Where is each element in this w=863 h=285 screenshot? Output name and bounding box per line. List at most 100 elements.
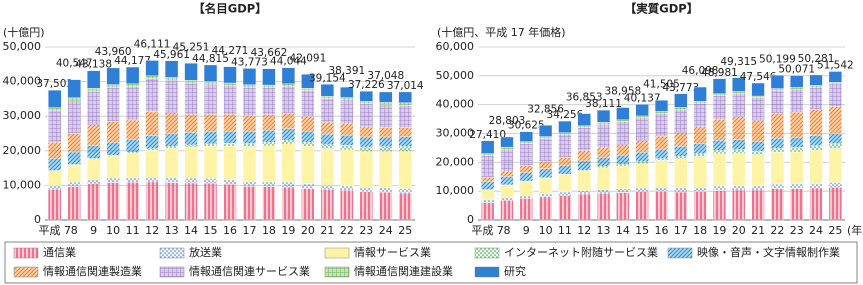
bar-segment xyxy=(597,109,611,123)
bar-segment xyxy=(320,134,334,145)
bar-segment xyxy=(242,84,257,88)
bar-segment xyxy=(770,90,784,114)
bar-segment xyxy=(223,130,237,144)
bar-segment xyxy=(126,119,140,140)
bar-segment xyxy=(106,155,120,179)
total-label: 45,961 xyxy=(153,49,190,61)
bar-segment xyxy=(519,198,533,221)
bar-segment xyxy=(87,183,101,221)
bar-segment xyxy=(203,178,218,184)
total-label: 27,410 xyxy=(469,129,506,141)
bar-segment xyxy=(654,186,669,192)
bar-segment xyxy=(809,135,823,146)
bar-segment xyxy=(770,113,784,139)
bar-segment xyxy=(809,85,823,88)
bar-segment xyxy=(693,86,707,102)
x-tick-label: 11 xyxy=(558,224,572,237)
bar-segment xyxy=(635,140,649,153)
bar-segment xyxy=(693,153,707,157)
bar-segment xyxy=(770,137,784,149)
total-label: 34,256 xyxy=(547,109,584,121)
bar-segment xyxy=(500,148,514,172)
bar-segment xyxy=(67,133,81,153)
bar-segment xyxy=(184,182,198,221)
bar-segment xyxy=(732,116,746,140)
bar-segment xyxy=(126,83,140,87)
total-label: 38,391 xyxy=(328,65,365,77)
bar-segment xyxy=(500,170,514,177)
bar-segment xyxy=(654,158,669,161)
total-label: 43,138 xyxy=(75,59,112,71)
y-tick-label: 0 xyxy=(467,213,474,226)
bar-segment xyxy=(654,111,669,114)
bar-segment xyxy=(712,139,726,151)
bar-segment xyxy=(693,156,707,188)
bar-segment xyxy=(126,86,140,121)
bar-segment xyxy=(398,127,412,137)
bar-segment xyxy=(165,177,179,183)
bar-segment xyxy=(654,100,669,112)
bar-segment xyxy=(790,87,804,90)
bar-segment xyxy=(654,191,669,221)
bar-segment xyxy=(359,91,373,102)
bar-segment xyxy=(242,131,257,144)
bar-segment xyxy=(242,68,257,85)
legend-label: インターネット附随サービス業 xyxy=(504,245,658,259)
bar-segment xyxy=(539,138,553,162)
total-label: 39,154 xyxy=(309,73,346,85)
bar-segment xyxy=(577,127,591,151)
total-label: 37,014 xyxy=(387,80,424,92)
bar-segment xyxy=(597,156,611,167)
bar-segment xyxy=(558,165,572,175)
total-label: 45,251 xyxy=(173,41,210,53)
bar-segment xyxy=(732,149,746,154)
bar-segment xyxy=(674,191,688,221)
bar-segment xyxy=(790,112,804,138)
bar-segment xyxy=(693,191,707,221)
bar-segment: 情報通信関連サービス業 xyxy=(481,155,495,178)
bar-segment xyxy=(48,170,62,186)
total-label: 44,271 xyxy=(212,45,249,57)
bar-segment xyxy=(379,102,393,105)
chart-title: 【実質GDP】 xyxy=(625,2,698,16)
bar-segment xyxy=(635,104,649,117)
bar-segment xyxy=(223,145,237,180)
total-label: 42,091 xyxy=(290,52,327,64)
bar-segment xyxy=(539,196,553,221)
bar-segment xyxy=(674,158,688,188)
bar-segment xyxy=(597,167,611,190)
bar-segment xyxy=(790,75,804,88)
bar-segment xyxy=(184,132,198,146)
bar-segment xyxy=(379,104,393,128)
bar-segment xyxy=(790,147,804,153)
legend-label: 映像・音声・文字情報制作業 xyxy=(697,245,840,259)
bar-segment xyxy=(359,151,373,188)
bar-segment xyxy=(126,152,140,154)
total-label: 30,625 xyxy=(508,120,545,132)
bar-segment xyxy=(301,90,315,117)
y-tick-label: 60,000 xyxy=(436,40,475,53)
bar-segment xyxy=(398,136,412,147)
bar-segment xyxy=(184,80,198,84)
total-label: 41,505 xyxy=(643,78,680,90)
total-label: 47,546 xyxy=(740,71,777,83)
total-label: 38,958 xyxy=(604,86,641,98)
bar-segment xyxy=(281,143,295,183)
bar-segment xyxy=(203,143,218,147)
bar-segment xyxy=(223,82,237,86)
bar-segment xyxy=(262,68,276,86)
bar-segment xyxy=(67,79,81,98)
bar-segment xyxy=(597,147,611,158)
bar-segment xyxy=(558,132,572,135)
bar-segment xyxy=(106,177,120,183)
bar-segment xyxy=(398,151,412,189)
bar-segment xyxy=(770,88,784,91)
bar-segment xyxy=(242,86,257,116)
bar-segment xyxy=(558,174,572,193)
y-tick-label: 30,000 xyxy=(436,127,475,140)
bar-segment xyxy=(145,78,159,112)
bar-segment xyxy=(790,137,804,148)
total-label: 51,542 xyxy=(817,59,854,71)
bar-segment xyxy=(281,112,295,129)
